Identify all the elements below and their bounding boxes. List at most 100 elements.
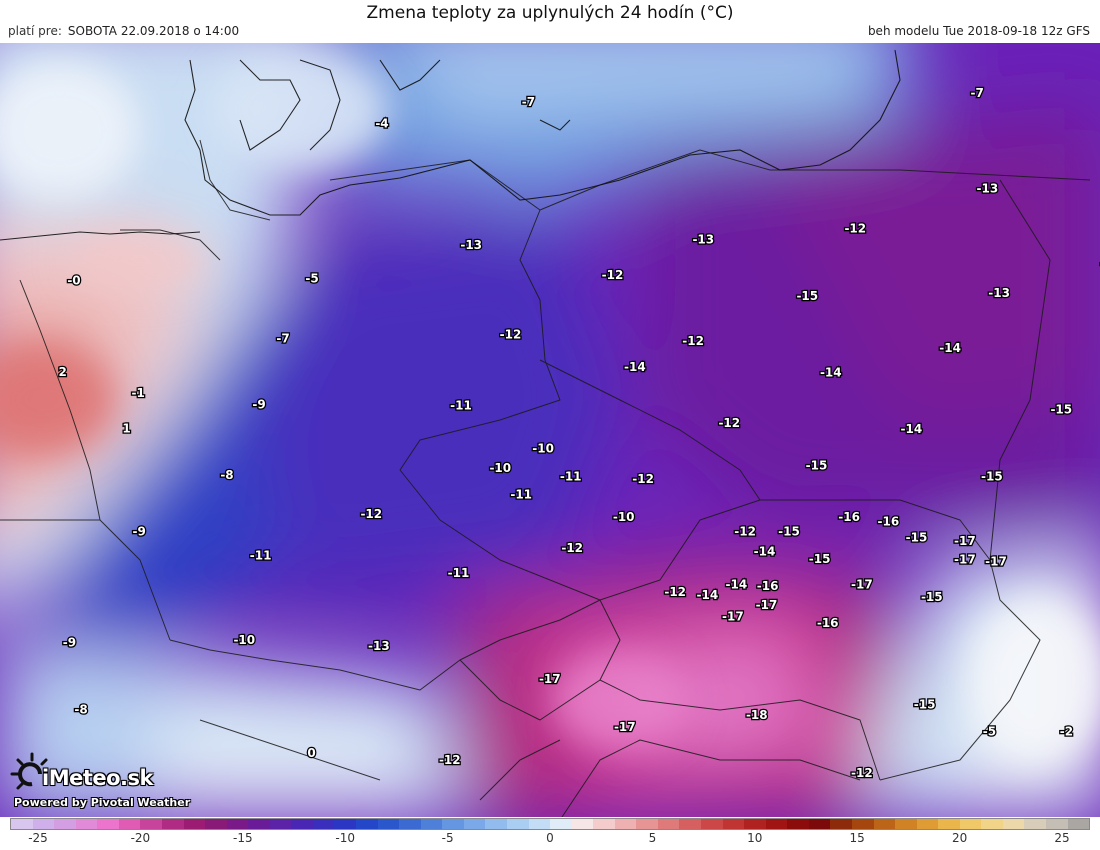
temperature-change-label: -15 xyxy=(921,590,943,604)
colorbar-swatch xyxy=(1046,819,1068,829)
temperature-change-label: -16 xyxy=(757,579,779,593)
temperature-change-label: -16 xyxy=(838,510,860,524)
temperature-change-label: 0 xyxy=(307,746,315,760)
temperature-change-label: -7 xyxy=(522,95,535,109)
colorbar-swatch xyxy=(636,819,658,829)
colorbar-swatch xyxy=(808,819,831,829)
temperature-change-label: -12 xyxy=(844,222,866,236)
temperature-change-label: -8 xyxy=(220,468,233,482)
temperature-change-label: -14 xyxy=(697,588,719,602)
colorbar-swatch xyxy=(506,819,529,829)
temperature-change-label: -9 xyxy=(133,525,146,539)
temperature-change-label: -15 xyxy=(906,531,928,545)
temperature-change-label: -8 xyxy=(74,703,87,717)
colorbar-swatch xyxy=(75,819,98,829)
colorbar-ticks: -25 -20 -15 -10 -5 0 5 10 15 20 25 xyxy=(10,831,1090,847)
temperature-change-label: -15 xyxy=(809,552,831,566)
colorbar-swatch xyxy=(226,819,249,829)
colorbar-swatch xyxy=(657,819,680,829)
colorbar-tick-label: -25 xyxy=(28,831,48,845)
temperature-change-label: -10 xyxy=(613,510,635,524)
temperature-change-label: -11 xyxy=(560,469,582,483)
colorbar-tick-label: -15 xyxy=(232,831,253,845)
colorbar-swatch xyxy=(463,819,486,829)
temperature-change-label: -15 xyxy=(796,289,818,303)
model-run-info: beh modelu Tue 2018-09-18 12z GFS xyxy=(867,24,1090,38)
temperature-change-label: -17 xyxy=(954,534,976,548)
temperature-change-label: -12 xyxy=(851,766,873,780)
temperature-change-label: -14 xyxy=(754,544,776,558)
temperature-change-label: -7 xyxy=(971,86,984,100)
temperature-change-map: -7-4-7-13-13-13-12-14-5-0-12-15-13-7-12-… xyxy=(0,43,1100,817)
colorbar-swatch xyxy=(312,819,335,829)
colorbar-tick-label: 20 xyxy=(951,831,968,845)
temperature-change-label: -17 xyxy=(614,720,636,734)
colorbar-tick-label: -10 xyxy=(335,831,355,845)
sun-icon xyxy=(10,752,48,790)
valid-time-line: platí pre: SOBOTA 22.09.2018 o 14:00 xyxy=(8,24,239,38)
colorbar-swatch xyxy=(701,819,723,829)
colorbar-swatch xyxy=(1024,819,1046,829)
temperature-change-label: -10 xyxy=(233,633,255,647)
colorbar-swatch xyxy=(981,819,1003,829)
colorbar-swatch xyxy=(248,819,270,829)
colorbar-swatch xyxy=(916,819,939,829)
colorbar-swatch xyxy=(1067,819,1090,829)
temperature-change-label: -12 xyxy=(439,753,461,767)
temperature-change-label: -11 xyxy=(450,398,472,412)
field-highlights xyxy=(0,50,1100,760)
logo-text: iMeteo.sk xyxy=(42,766,154,790)
temperature-change-label: -5 xyxy=(305,272,318,286)
colorbar-swatch xyxy=(938,819,960,829)
colorbar-swatch xyxy=(787,819,809,829)
colorbar-swatch xyxy=(571,819,594,829)
temperature-change-label: -10 xyxy=(489,461,511,475)
colorbar-swatch xyxy=(830,819,852,829)
colorbar-tick-label: 0 xyxy=(546,831,554,845)
temperature-change-label: -17 xyxy=(851,578,873,592)
colorbar-tick-label: 5 xyxy=(648,831,657,845)
colorbar-swatch xyxy=(420,819,443,829)
temperature-change-label: -9 xyxy=(252,398,265,412)
temperature-change-label: -7 xyxy=(276,332,289,346)
temperature-change-label: -13 xyxy=(977,181,999,195)
colorbar-swatch xyxy=(873,819,896,829)
temperature-change-label: -14 xyxy=(901,422,923,436)
temperature-change-label: -12 xyxy=(682,334,704,348)
temperature-change-label: -13 xyxy=(692,233,714,247)
colorbar-swatch xyxy=(32,819,55,829)
colorbar-swatch xyxy=(161,819,184,829)
temperature-change-label: -12 xyxy=(360,507,382,521)
temperature-change-label: -12 xyxy=(602,268,624,282)
temperature-change-label: -15 xyxy=(806,458,828,472)
temperature-change-label: -13 xyxy=(460,238,482,252)
temperature-change-label: -12 xyxy=(632,472,654,486)
temperature-change-label: -10 xyxy=(532,441,554,455)
colorbar-swatch xyxy=(334,819,356,829)
colorbar-swatch xyxy=(377,819,400,829)
colorbar-swatch xyxy=(528,819,551,829)
temperature-change-label: -11 xyxy=(250,548,272,562)
temperature-change-label: -15 xyxy=(981,469,1003,483)
colorbar-swatch xyxy=(54,819,76,829)
colorbar-swatch xyxy=(11,819,33,829)
temperature-change-label: 1 xyxy=(122,422,130,436)
colorbar-swatch xyxy=(722,819,745,829)
colorbar-swatch xyxy=(895,819,917,829)
colorbar-swatch xyxy=(959,819,982,829)
colorbar-tick-label: -20 xyxy=(130,831,151,845)
colorbar-swatch xyxy=(1002,819,1025,829)
temperature-change-label: -16 xyxy=(878,514,900,528)
temperature-change-label: -12 xyxy=(734,525,756,539)
temperature-change-label: -17 xyxy=(954,553,976,567)
valid-time-label: platí pre: xyxy=(8,24,62,38)
temperature-change-label: -14 xyxy=(726,578,748,592)
coastlines xyxy=(0,49,901,241)
colorbar-swatch xyxy=(765,819,788,829)
temperature-change-label: -13 xyxy=(368,639,390,653)
temperature-change-label: -12 xyxy=(664,585,686,599)
colorbar-swatch xyxy=(744,819,766,829)
colorbar-swatch xyxy=(399,819,421,829)
temperature-change-label: 2 xyxy=(59,365,67,379)
